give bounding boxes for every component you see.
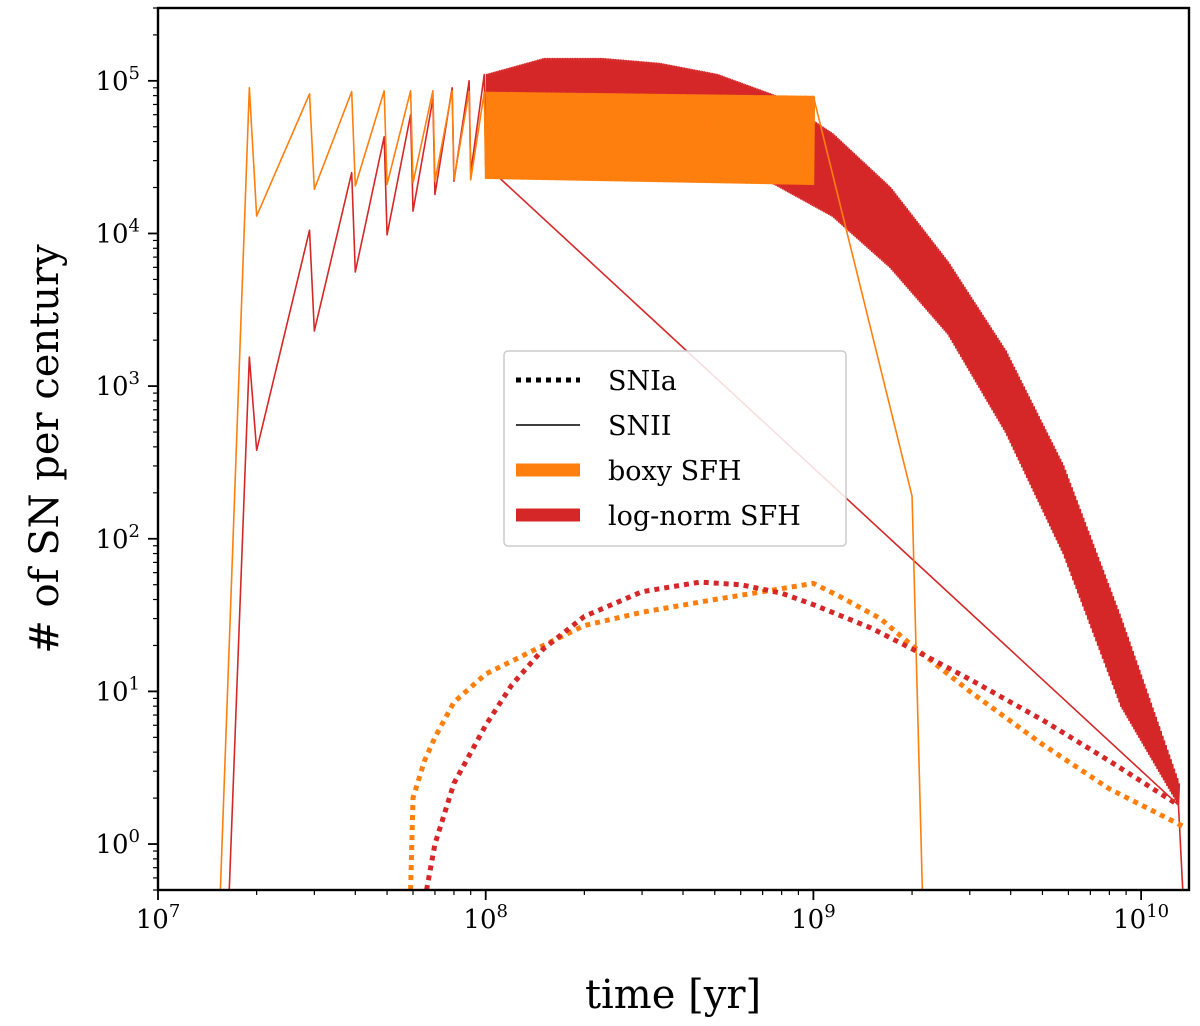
y-axis: 100 101 102 103 104 105 <box>95 7 158 891</box>
y-tick-label: 104 <box>95 215 140 249</box>
y-tick-label: 105 <box>95 63 140 97</box>
plot-frame <box>156 6 1191 892</box>
x-tick-label: 108 <box>463 901 508 935</box>
legend-label-boxy: boxy SFH <box>608 456 741 487</box>
x-axis-label: time [yr] <box>585 972 761 1018</box>
boxy-snii-line <box>219 87 924 890</box>
x-axis: 107 108 109 1010 <box>136 890 1169 935</box>
legend-label-lognorm: log-norm SFH <box>608 501 801 532</box>
y-tick-label: 100 <box>95 826 140 860</box>
x-tick-label: 107 <box>136 901 181 935</box>
legend-label-snia: SNIa <box>608 366 677 397</box>
x-tick-label: 1010 <box>1113 901 1169 935</box>
legend: SNIa SNII boxy SFH log-norm SFH <box>503 350 847 547</box>
y-tick-label: 102 <box>95 521 140 555</box>
series-layer <box>219 57 1185 890</box>
x-tick-label: 109 <box>791 901 836 935</box>
lognorm-snia-line <box>424 579 1180 890</box>
y-tick-label: 101 <box>95 673 140 707</box>
y-axis-label: # of SN per century <box>22 244 68 654</box>
boxy-snia-line <box>408 580 1185 890</box>
legend-box <box>503 350 847 547</box>
boxy-snii-band <box>484 91 816 186</box>
lognorm-snii-line <box>228 73 1184 890</box>
legend-label-snii: SNII <box>608 411 671 442</box>
y-tick-label: 103 <box>95 368 140 402</box>
